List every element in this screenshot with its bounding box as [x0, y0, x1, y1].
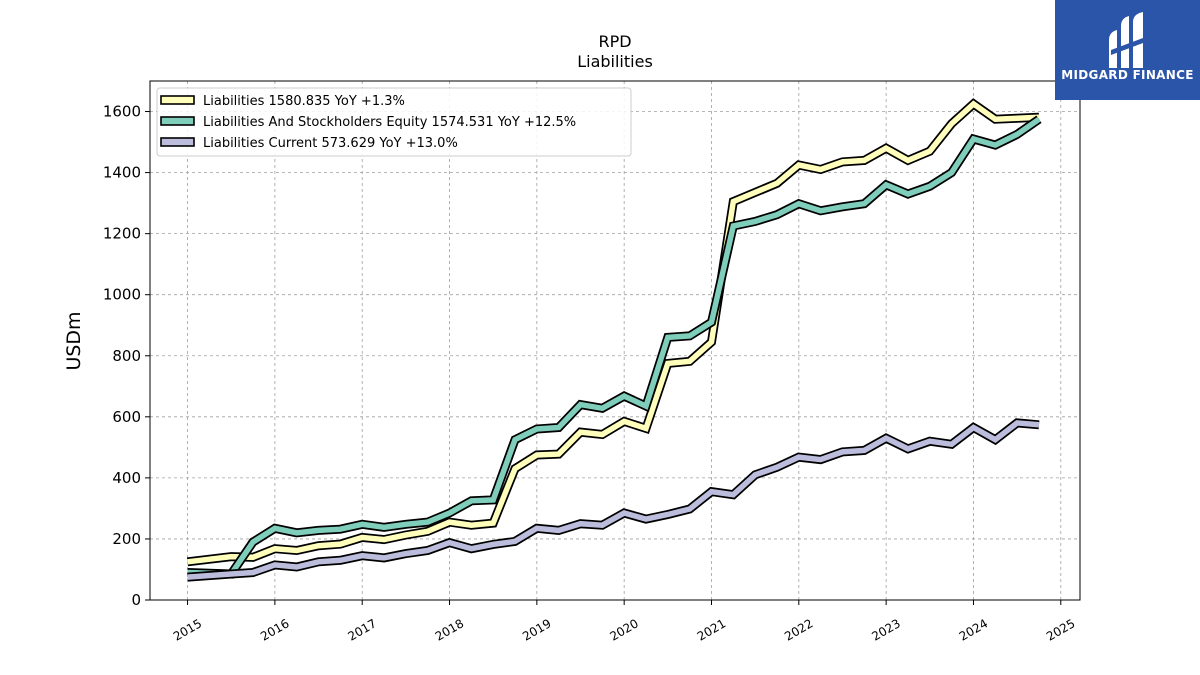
- y-axis-label: USDm: [63, 311, 85, 370]
- series-line-0: [187, 100, 1040, 565]
- x-tick-label: 2022: [782, 616, 815, 643]
- x-tick-label: 2023: [869, 616, 902, 643]
- legend-label: Liabilities 1580.835 YoY +1.3%: [203, 94, 405, 109]
- x-axis: 2015 2016 2017 2018 2019 2020 2021 2022 2023 2024…: [171, 600, 1078, 644]
- series-line-1: [187, 116, 1041, 577]
- y-tick-label: 200: [112, 530, 141, 548]
- legend-label: Liabilities Current 573.629 YoY +13.0%: [203, 136, 458, 151]
- y-tick-label: 1000: [103, 286, 141, 304]
- legend-swatch: [160, 116, 195, 126]
- legend: Liabilities 1580.835 YoY +1.3% Liabilitie…: [156, 87, 632, 157]
- legend-label: Liabilities And Stockholders Equity 1574…: [203, 115, 576, 130]
- x-tick-label: 2021: [695, 616, 728, 643]
- x-tick-label: 2018: [433, 616, 466, 643]
- legend-swatch: [160, 137, 195, 147]
- x-tick-label: 2024: [957, 616, 990, 643]
- x-tick-label: 2015: [171, 616, 204, 643]
- series-line-2: [187, 420, 1040, 580]
- y-tick-label: 1400: [103, 164, 141, 182]
- chart-subtitle: Liabilities: [577, 52, 653, 71]
- logo-text: MIDGARD FINANCE: [1061, 68, 1194, 82]
- x-tick-label: 2016: [258, 616, 291, 643]
- chart-title: RPD: [598, 32, 631, 51]
- y-tick-label: 1200: [103, 225, 141, 243]
- y-tick-label: 0: [131, 591, 141, 609]
- legend-box: [156, 87, 632, 157]
- x-tick-label: 2019: [520, 616, 553, 643]
- x-tick-label: 2017: [345, 616, 378, 643]
- series-layer: [186, 98, 1042, 582]
- logo-mark-icon: [1109, 12, 1143, 68]
- y-tick-label: 1600: [103, 103, 141, 121]
- midgard-finance-logo: MIDGARD FINANCE: [1055, 0, 1200, 100]
- plot-frame: [149, 80, 1081, 601]
- y-tick-label: 400: [112, 469, 141, 487]
- x-tick-label: 2020: [607, 616, 640, 643]
- y-axis: 0 200 400 600 800 1000 1200 1400 1600: [103, 103, 150, 609]
- series-outline-1: [187, 115, 1042, 579]
- legend-swatch: [160, 95, 195, 105]
- y-tick-label: 600: [112, 408, 141, 426]
- x-tick-label: 2025: [1044, 616, 1077, 643]
- y-tick-label: 800: [112, 347, 141, 365]
